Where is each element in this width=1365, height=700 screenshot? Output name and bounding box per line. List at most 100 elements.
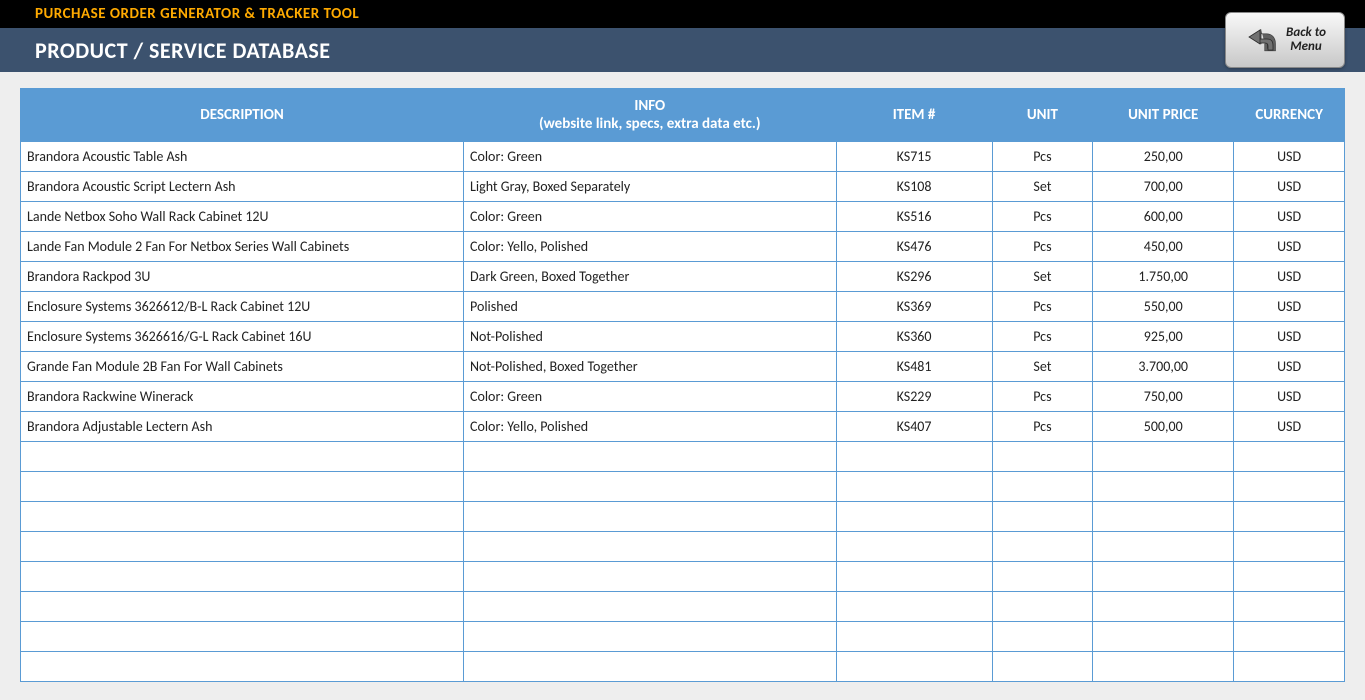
cell-info[interactable]: Light Gray, Boxed Separately	[464, 172, 837, 202]
table-row-empty[interactable]	[21, 622, 1345, 652]
table-row[interactable]: Enclosure Systems 3626612/B-L Rack Cabin…	[21, 292, 1345, 322]
cell-empty[interactable]	[992, 592, 1093, 622]
table-row[interactable]: Brandora Adjustable Lectern AshColor: Ye…	[21, 412, 1345, 442]
cell-empty[interactable]	[464, 622, 837, 652]
cell-empty[interactable]	[836, 532, 992, 562]
cell-empty[interactable]	[836, 442, 992, 472]
cell-item[interactable]: KS296	[836, 262, 992, 292]
cell-info[interactable]: Dark Green, Boxed Together	[464, 262, 837, 292]
cell-empty[interactable]	[1234, 592, 1345, 622]
cell-unit-price[interactable]: 1.750,00	[1093, 262, 1234, 292]
cell-unit-price[interactable]: 450,00	[1093, 232, 1234, 262]
cell-empty[interactable]	[21, 442, 464, 472]
cell-empty[interactable]	[1093, 532, 1234, 562]
cell-description[interactable]: Enclosure Systems 3626612/B-L Rack Cabin…	[21, 292, 464, 322]
cell-unit-price[interactable]: 700,00	[1093, 172, 1234, 202]
cell-description[interactable]: Brandora Rackwine Winerack	[21, 382, 464, 412]
cell-empty[interactable]	[836, 592, 992, 622]
table-row[interactable]: Lande Fan Module 2 Fan For Netbox Series…	[21, 232, 1345, 262]
cell-unit[interactable]: Pcs	[992, 232, 1093, 262]
cell-empty[interactable]	[1093, 652, 1234, 682]
cell-unit-price[interactable]: 3.700,00	[1093, 352, 1234, 382]
cell-empty[interactable]	[21, 502, 464, 532]
cell-info[interactable]: Color: Green	[464, 142, 837, 172]
cell-unit[interactable]: Set	[992, 352, 1093, 382]
cell-empty[interactable]	[1093, 502, 1234, 532]
back-to-menu-button[interactable]: Back to Menu	[1225, 12, 1345, 68]
cell-currency[interactable]: USD	[1234, 262, 1345, 292]
cell-empty[interactable]	[464, 532, 837, 562]
cell-empty[interactable]	[21, 592, 464, 622]
cell-empty[interactable]	[836, 622, 992, 652]
table-row[interactable]: Lande Netbox Soho Wall Rack Cabinet 12UC…	[21, 202, 1345, 232]
cell-unit-price[interactable]: 925,00	[1093, 322, 1234, 352]
cell-empty[interactable]	[1234, 622, 1345, 652]
table-row-empty[interactable]	[21, 562, 1345, 592]
table-row-empty[interactable]	[21, 442, 1345, 472]
cell-item[interactable]: KS407	[836, 412, 992, 442]
cell-description[interactable]: Brandora Acoustic Table Ash	[21, 142, 464, 172]
cell-unit-price[interactable]: 500,00	[1093, 412, 1234, 442]
cell-description[interactable]: Brandora Acoustic Script Lectern Ash	[21, 172, 464, 202]
cell-empty[interactable]	[992, 472, 1093, 502]
cell-description[interactable]: Brandora Adjustable Lectern Ash	[21, 412, 464, 442]
table-row[interactable]: Grande Fan Module 2B Fan For Wall Cabine…	[21, 352, 1345, 382]
cell-empty[interactable]	[464, 472, 837, 502]
cell-unit-price[interactable]: 550,00	[1093, 292, 1234, 322]
cell-empty[interactable]	[992, 502, 1093, 532]
cell-empty[interactable]	[21, 532, 464, 562]
cell-currency[interactable]: USD	[1234, 412, 1345, 442]
cell-unit-price[interactable]: 750,00	[1093, 382, 1234, 412]
cell-item[interactable]: KS229	[836, 382, 992, 412]
cell-description[interactable]: Brandora Rackpod 3U	[21, 262, 464, 292]
table-row[interactable]: Brandora Acoustic Table AshColor: GreenK…	[21, 142, 1345, 172]
cell-currency[interactable]: USD	[1234, 142, 1345, 172]
cell-empty[interactable]	[992, 622, 1093, 652]
cell-unit-price[interactable]: 600,00	[1093, 202, 1234, 232]
cell-unit[interactable]: Pcs	[992, 412, 1093, 442]
cell-item[interactable]: KS476	[836, 232, 992, 262]
cell-unit[interactable]: Set	[992, 172, 1093, 202]
cell-empty[interactable]	[1093, 562, 1234, 592]
cell-info[interactable]: Polished	[464, 292, 837, 322]
cell-unit[interactable]: Pcs	[992, 142, 1093, 172]
cell-empty[interactable]	[464, 562, 837, 592]
cell-empty[interactable]	[992, 532, 1093, 562]
table-row-empty[interactable]	[21, 502, 1345, 532]
table-row-empty[interactable]	[21, 592, 1345, 622]
cell-unit[interactable]: Set	[992, 262, 1093, 292]
cell-description[interactable]: Grande Fan Module 2B Fan For Wall Cabine…	[21, 352, 464, 382]
cell-empty[interactable]	[992, 442, 1093, 472]
cell-description[interactable]: Lande Fan Module 2 Fan For Netbox Series…	[21, 232, 464, 262]
cell-info[interactable]: Color: Yello, Polished	[464, 412, 837, 442]
table-row-empty[interactable]	[21, 652, 1345, 682]
cell-empty[interactable]	[1093, 442, 1234, 472]
table-row-empty[interactable]	[21, 532, 1345, 562]
cell-info[interactable]: Color: Green	[464, 382, 837, 412]
cell-unit[interactable]: Pcs	[992, 292, 1093, 322]
cell-empty[interactable]	[1234, 652, 1345, 682]
table-row-empty[interactable]	[21, 472, 1345, 502]
cell-item[interactable]: KS108	[836, 172, 992, 202]
cell-item[interactable]: KS715	[836, 142, 992, 172]
cell-empty[interactable]	[464, 652, 837, 682]
cell-empty[interactable]	[1093, 472, 1234, 502]
cell-currency[interactable]: USD	[1234, 232, 1345, 262]
cell-unit[interactable]: Pcs	[992, 202, 1093, 232]
cell-currency[interactable]: USD	[1234, 322, 1345, 352]
cell-empty[interactable]	[1093, 622, 1234, 652]
cell-unit[interactable]: Pcs	[992, 322, 1093, 352]
cell-currency[interactable]: USD	[1234, 172, 1345, 202]
cell-item[interactable]: KS360	[836, 322, 992, 352]
cell-empty[interactable]	[992, 652, 1093, 682]
cell-empty[interactable]	[992, 562, 1093, 592]
cell-empty[interactable]	[21, 652, 464, 682]
cell-empty[interactable]	[836, 652, 992, 682]
cell-empty[interactable]	[1093, 592, 1234, 622]
cell-empty[interactable]	[1234, 532, 1345, 562]
cell-description[interactable]: Lande Netbox Soho Wall Rack Cabinet 12U	[21, 202, 464, 232]
cell-unit[interactable]: Pcs	[992, 382, 1093, 412]
cell-info[interactable]: Not-Polished, Boxed Together	[464, 352, 837, 382]
cell-info[interactable]: Not-Polished	[464, 322, 837, 352]
cell-empty[interactable]	[21, 622, 464, 652]
